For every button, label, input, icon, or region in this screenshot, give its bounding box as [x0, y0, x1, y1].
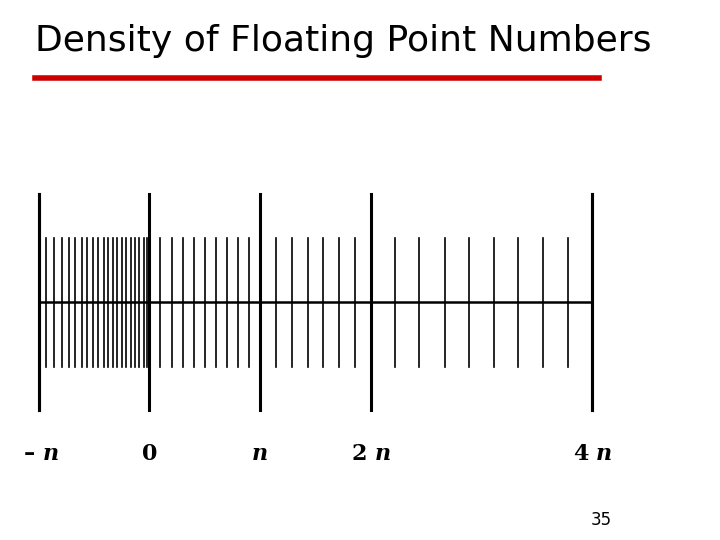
Text: n: n: [596, 443, 612, 465]
Text: n: n: [374, 443, 391, 465]
Text: –: –: [24, 443, 35, 465]
Text: 4: 4: [573, 443, 588, 465]
Text: n: n: [252, 443, 268, 465]
Text: 2: 2: [351, 443, 367, 465]
Text: Density of Floating Point Numbers: Density of Floating Point Numbers: [35, 24, 651, 58]
Text: 0: 0: [142, 443, 157, 465]
Text: n: n: [42, 443, 59, 465]
Text: 35: 35: [591, 511, 612, 529]
